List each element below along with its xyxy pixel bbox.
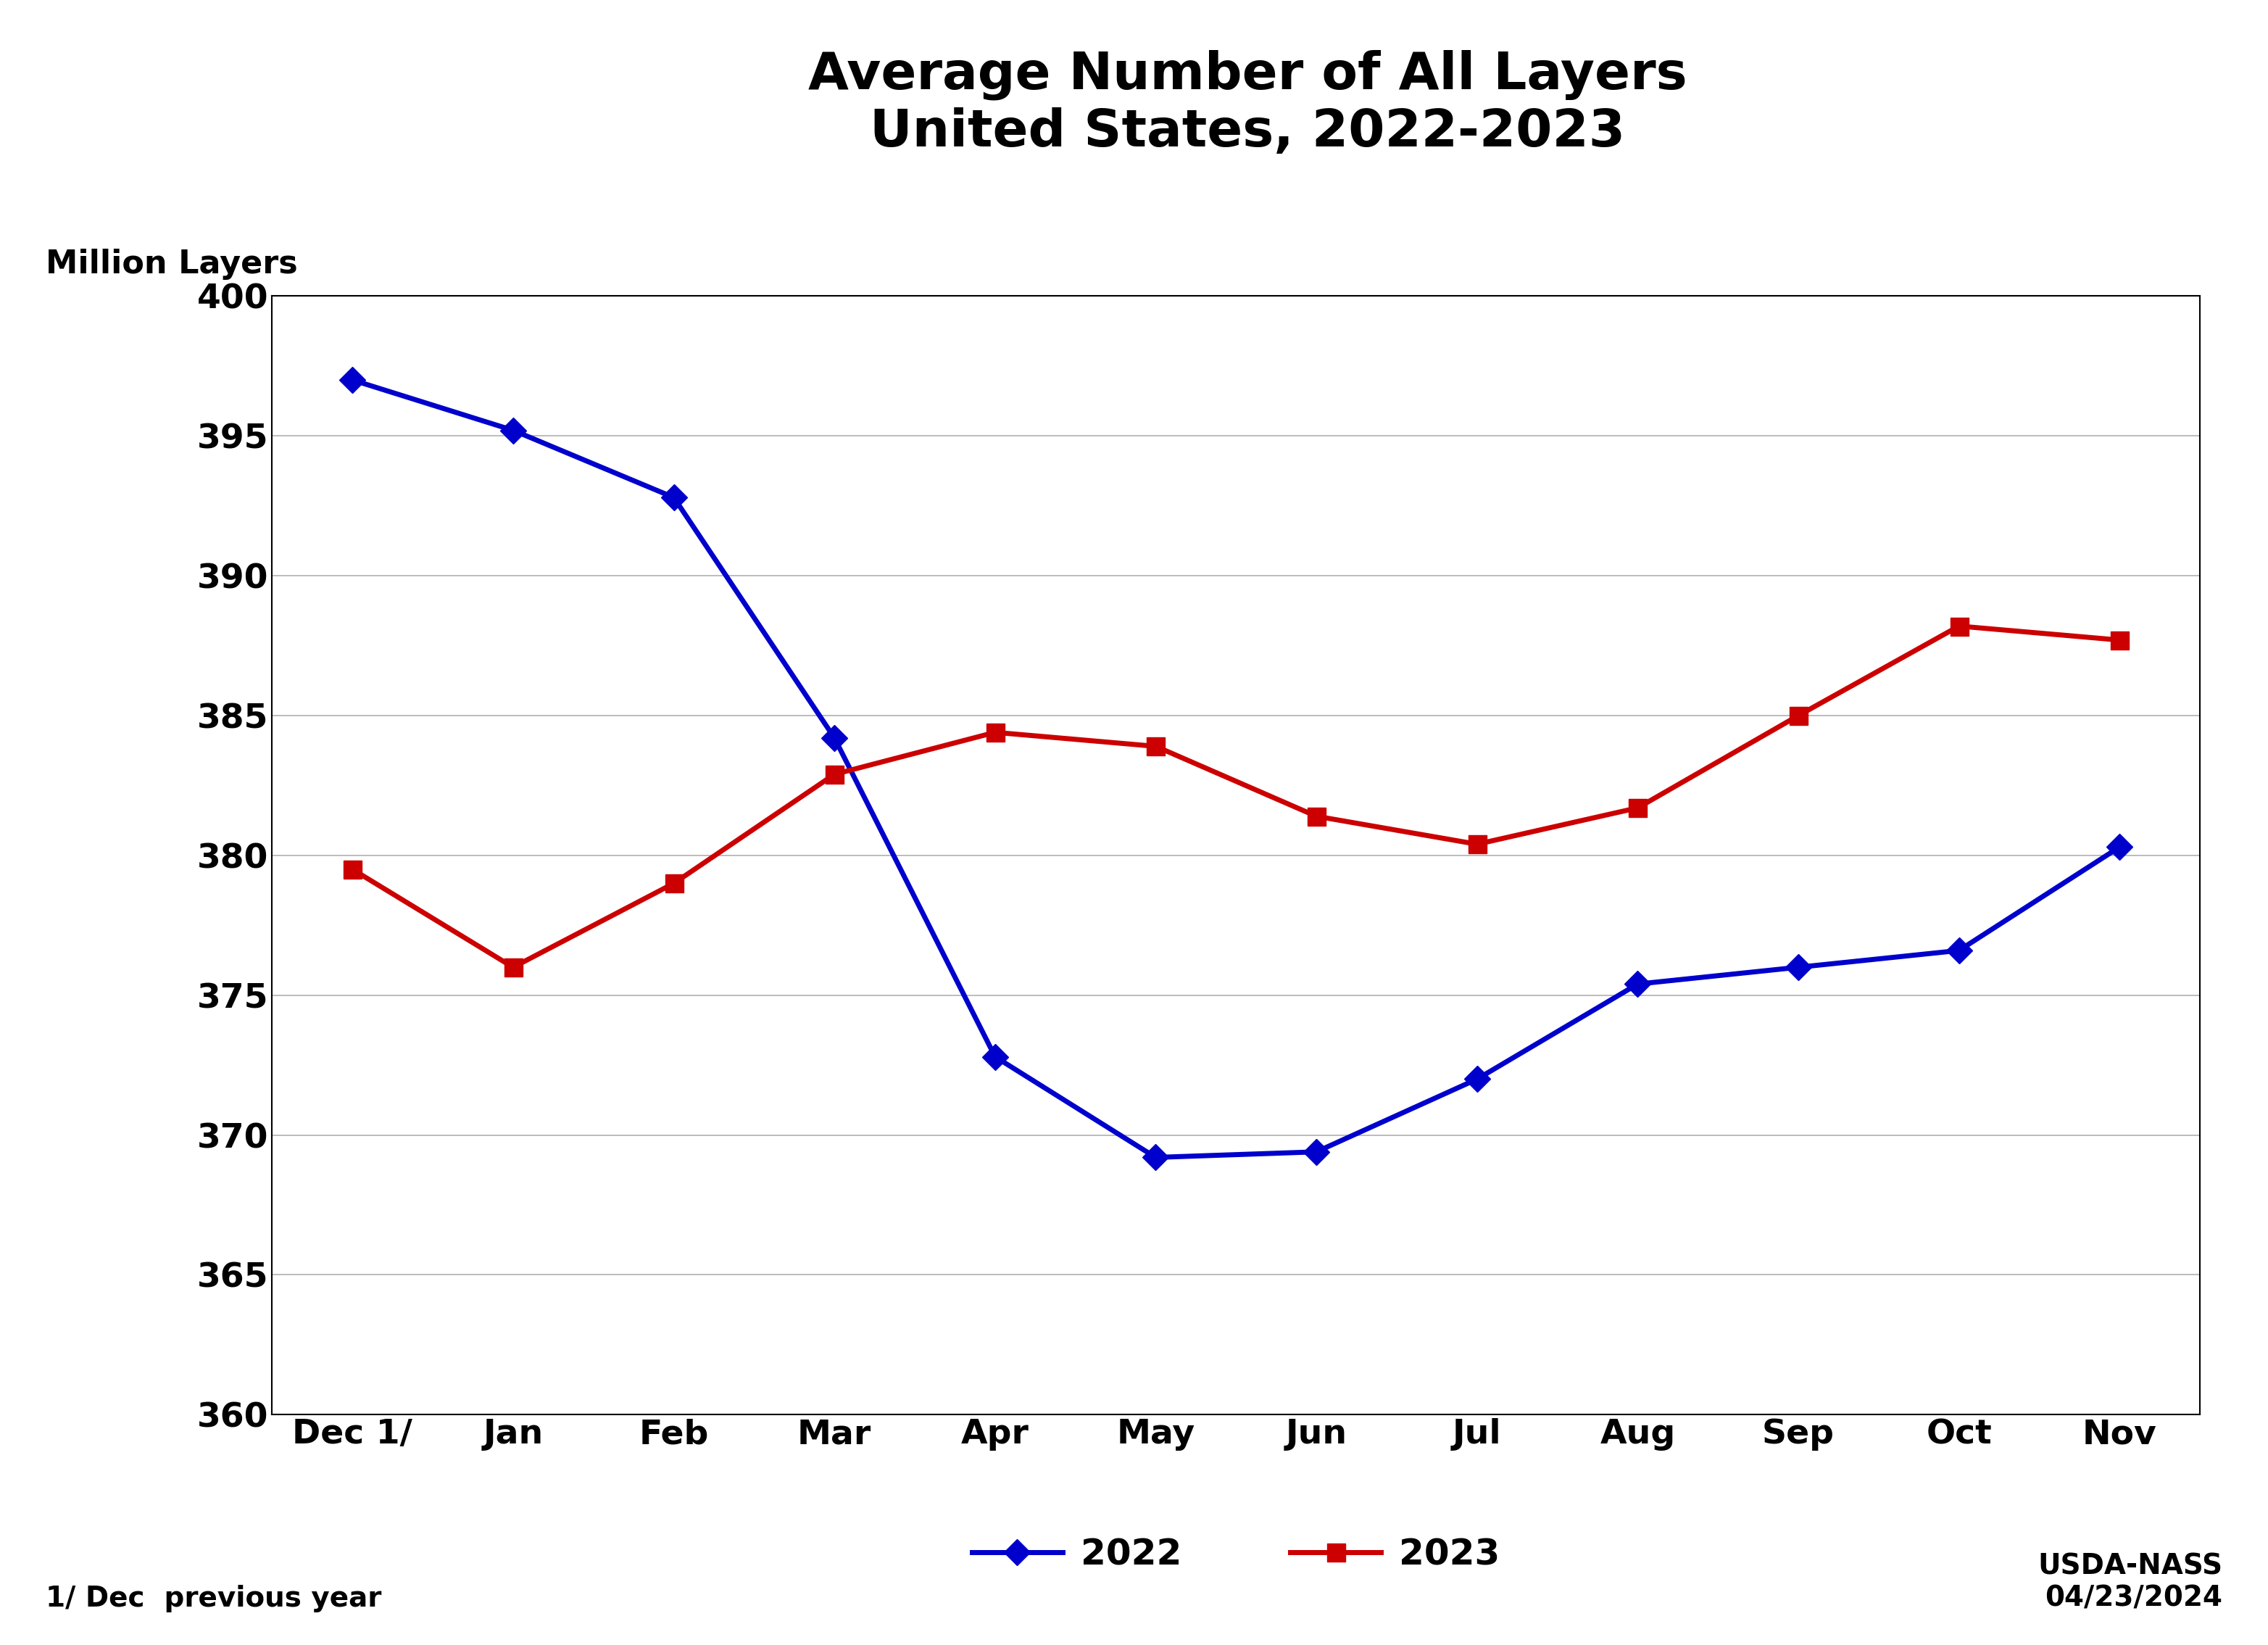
2023 (1946, 617, 1973, 637)
2022 (821, 729, 848, 748)
2022 (1624, 974, 1651, 994)
2023 (1302, 806, 1329, 826)
2023 (2107, 630, 2134, 650)
2022 (1785, 957, 1812, 977)
2023 (821, 765, 848, 785)
2022 (1946, 941, 1973, 961)
Text: Average Number of All Layers
United States, 2022-2023: Average Number of All Layers United Stat… (807, 49, 1687, 158)
2022 (1302, 1142, 1329, 1161)
2022 (499, 421, 526, 441)
Line: 2022: 2022 (342, 370, 2130, 1166)
Legend: 2022, 2023: 2022, 2023 (957, 1523, 1515, 1587)
Text: 1/ Dec  previous year: 1/ Dec previous year (45, 1584, 381, 1612)
Line: 2023: 2023 (342, 617, 2130, 977)
Text: Million Layers: Million Layers (45, 248, 297, 280)
2023 (1785, 706, 1812, 725)
2023 (1143, 737, 1170, 757)
2022 (1463, 1069, 1490, 1089)
2022 (660, 487, 687, 507)
2023 (1463, 834, 1490, 854)
2023 (982, 722, 1009, 742)
Text: USDA-NASS
04/23/2024: USDA-NASS 04/23/2024 (2037, 1553, 2223, 1612)
2023 (1624, 798, 1651, 818)
2022 (338, 370, 365, 390)
2023 (499, 957, 526, 977)
2022 (1143, 1148, 1170, 1168)
2022 (982, 1046, 1009, 1066)
2022 (2107, 837, 2134, 857)
2023 (660, 873, 687, 893)
2023 (338, 859, 365, 878)
